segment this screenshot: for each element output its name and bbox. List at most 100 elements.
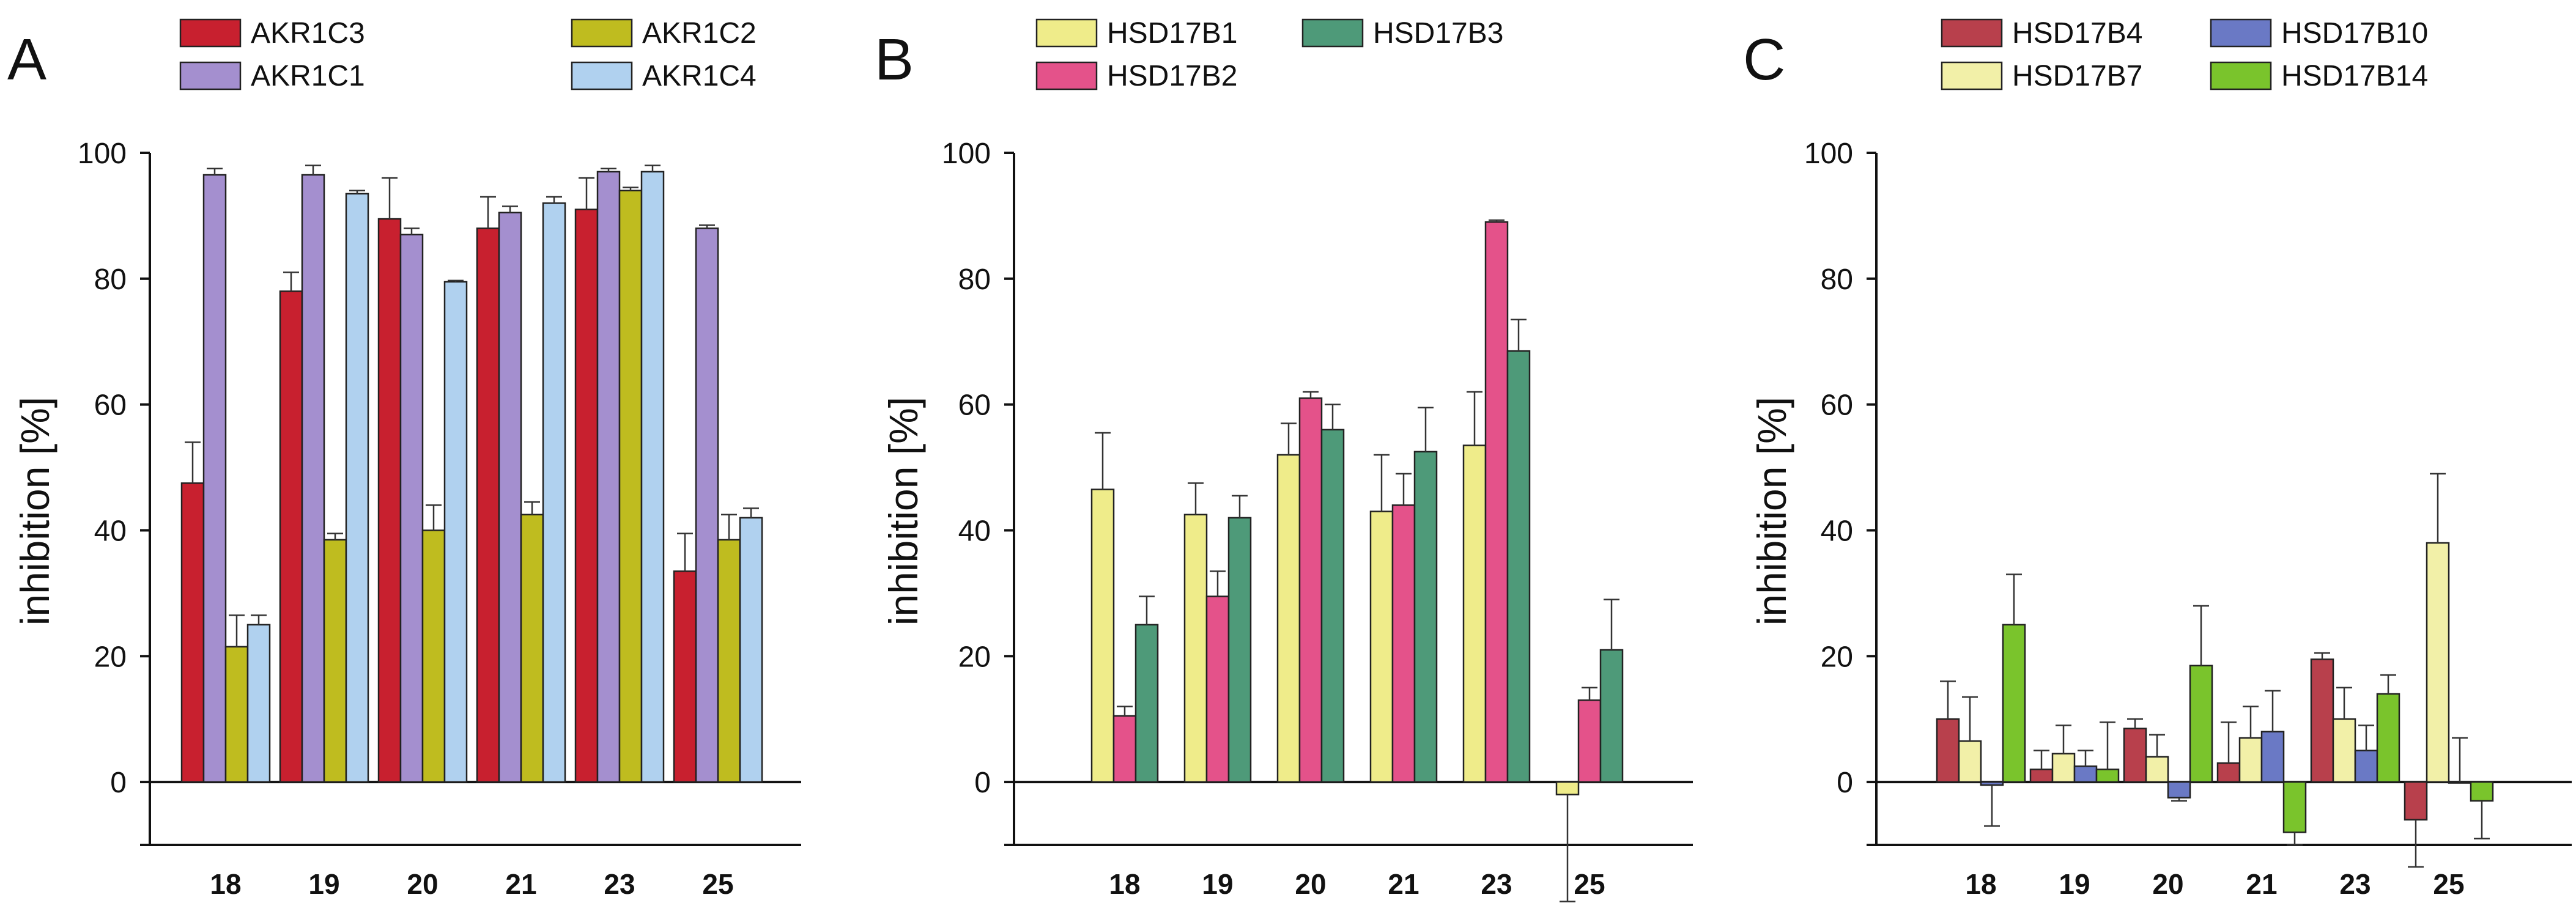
x-tick-label: 25 [702, 868, 733, 900]
bar [2002, 624, 2026, 783]
bar [1112, 715, 1137, 783]
bar [1090, 488, 1115, 783]
bar [2238, 737, 2263, 783]
bar [2376, 693, 2400, 783]
bar [2448, 781, 2472, 784]
y-tick-label: 60 [958, 389, 991, 422]
bar [246, 624, 271, 783]
legend-label: HSD17B7 [2012, 60, 2142, 92]
bar [1391, 504, 1416, 783]
y-axis-label: inhibition [%] [1749, 397, 1794, 625]
bar [1369, 510, 1394, 783]
bar [180, 482, 205, 783]
legend-label: HSD17B2 [1107, 60, 1237, 92]
legend-swatch [179, 18, 242, 48]
x-tick-label: 20 [2152, 868, 2183, 900]
y-tick-label: 20 [1821, 641, 1853, 673]
legend-swatch [179, 61, 242, 90]
x-tick-label: 20 [1295, 868, 1326, 900]
bar [1205, 595, 1230, 783]
x-tick-label: 23 [1481, 868, 1512, 900]
y-axis-label: inhibition [%] [12, 397, 57, 625]
bar [695, 227, 719, 783]
y-tick-label: 80 [1821, 264, 1853, 296]
x-tick-label: 21 [2246, 868, 2277, 900]
bar [2189, 665, 2213, 783]
bar [443, 281, 468, 783]
x-tick-label: 19 [308, 868, 339, 900]
bar [2073, 765, 2098, 783]
bar [224, 646, 249, 783]
y-tick-label: 20 [958, 641, 991, 673]
y-tick-label: 0 [974, 767, 991, 799]
y-tick-label: 80 [958, 264, 991, 296]
y-tick-label: 20 [94, 641, 127, 673]
bar [2095, 768, 2120, 783]
bar [1506, 350, 1531, 783]
legend-label: AKR1C1 [251, 60, 365, 92]
bar [520, 514, 544, 783]
bar [717, 539, 741, 783]
bar [399, 234, 424, 783]
bar [2051, 753, 2076, 783]
y-tick-label: 40 [94, 515, 127, 547]
y-tick-label: 40 [958, 515, 991, 547]
x-tick-label: 20 [407, 868, 438, 900]
legend-swatch [1301, 18, 1364, 48]
legend-label: HSD17B14 [2281, 60, 2428, 92]
y-axis-label: inhibition [%] [881, 397, 926, 625]
bar [1599, 649, 1624, 783]
x-tick-label: 18 [1965, 868, 1996, 900]
bar [2354, 750, 2378, 783]
y-tick-label: 60 [1821, 389, 1853, 422]
x-tick-label: 21 [505, 868, 536, 900]
x-tick-label: 25 [2433, 868, 2464, 900]
bar [542, 202, 566, 783]
y-tick-label: 100 [1804, 138, 1853, 170]
panel-letter: C [1743, 27, 1785, 92]
bar [1320, 429, 1345, 783]
bar [2260, 731, 2285, 783]
panel-letter: B [875, 27, 914, 92]
x-tick-label: 18 [210, 868, 241, 900]
bar [2426, 542, 2450, 783]
y-tick-label: 40 [1821, 515, 1853, 547]
bar [1936, 718, 1960, 783]
bar [323, 539, 347, 783]
bar [377, 218, 402, 783]
x-tick-label: 19 [1202, 868, 1233, 900]
legend-swatch [2210, 61, 2272, 90]
legend-swatch [2210, 18, 2272, 48]
bar [2167, 781, 2191, 799]
bar [596, 171, 621, 783]
bar [2145, 756, 2169, 783]
bar [2216, 762, 2241, 783]
bar [2470, 781, 2494, 802]
bar [421, 529, 446, 783]
x-tick-label: 23 [2339, 868, 2371, 900]
bar [673, 570, 697, 783]
x-tick-label: 19 [2059, 868, 2090, 900]
bar [1577, 699, 1602, 783]
bar [1183, 514, 1208, 783]
bar [2282, 781, 2307, 833]
bar [498, 212, 522, 783]
legend-swatch [1035, 18, 1098, 48]
legend-swatch [1941, 61, 2003, 90]
bar [618, 190, 643, 783]
bar [1276, 454, 1301, 783]
bar [1134, 624, 1159, 783]
legend-label: AKR1C3 [251, 17, 365, 50]
bar [1980, 781, 2004, 786]
legend-swatch [571, 18, 633, 48]
bar [2332, 718, 2356, 783]
bar [1298, 397, 1323, 783]
bar [1462, 444, 1487, 783]
legend-label: HSD17B4 [2012, 17, 2142, 50]
bar [2310, 658, 2334, 783]
bar [301, 174, 325, 783]
y-tick-label: 100 [942, 138, 991, 170]
